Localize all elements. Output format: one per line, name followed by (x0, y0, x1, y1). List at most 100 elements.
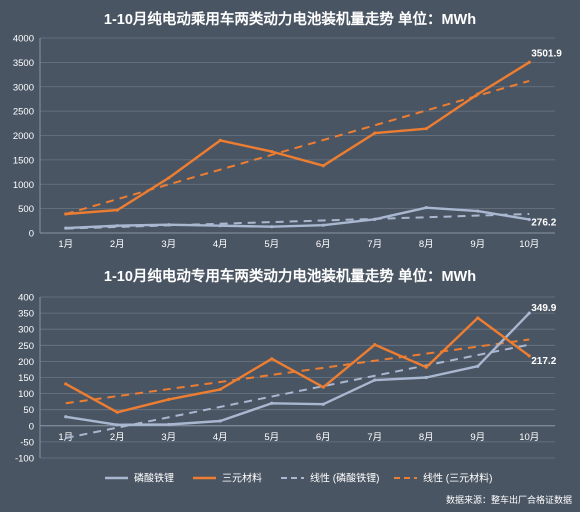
series-line-lfp (65, 206, 530, 230)
x-tick-label: 5月 (264, 239, 279, 250)
y-tick-label: 3000 (13, 82, 34, 93)
data-point-ternary (64, 212, 68, 216)
trendline-ternary (65, 79, 530, 215)
chart-special-vehicles: 1-10月纯电动专用车两类动力电池装机量走势 单位：MWh -100 -50 0 50… (15, 267, 557, 465)
x-tick-label: 3月 (161, 239, 176, 250)
data-source-note: 数据来源：整车出厂合格证数据 (446, 494, 572, 505)
y-tick-label: 2500 (13, 107, 34, 118)
y-tick-label: 400 (18, 293, 34, 304)
series-line-ternary (65, 61, 530, 216)
x-tick-label: 9月 (470, 432, 485, 443)
series-line-ternary (65, 316, 531, 414)
data-point-lfp (64, 226, 68, 230)
data-point-ternary (476, 92, 480, 96)
x-tick-label: 3月 (161, 432, 176, 443)
y-tick-label: 3500 (13, 58, 34, 69)
data-point-lfp (476, 209, 480, 213)
data-point-lfp (373, 378, 377, 382)
legend-item-lfp-trend: 线性 (磷酸铁锂) (281, 472, 379, 485)
end-value-label: 349.9 (531, 303, 556, 314)
data-point-lfp (167, 422, 171, 427)
data-point-ternary (167, 176, 171, 180)
data-point-lfp (167, 223, 171, 227)
y-tick-label: 2000 (13, 131, 34, 142)
data-point-lfp (321, 223, 325, 227)
x-tick-label: 2月 (110, 239, 125, 250)
x-tick-label: 7月 (367, 239, 382, 250)
data-point-lfp (321, 402, 325, 406)
chart-title: 1-10月纯电动乘用车两类动力电池装机量走势 单位：MWh (104, 10, 476, 28)
y-tick-label: 500 (18, 204, 34, 215)
x-tick-label: 7月 (367, 432, 382, 443)
legend-item-ternary: 三元材料 (193, 472, 262, 485)
x-tick-label: 6月 (316, 239, 331, 250)
data-point-ternary (64, 382, 68, 386)
y-tick-label: 4000 (13, 34, 34, 45)
data-point-lfp (270, 225, 274, 229)
legend-label-ternary-trend: 线性 (三元材料) (423, 472, 492, 485)
trendline-ternary (65, 338, 530, 405)
x-tick-label: 10月 (519, 432, 539, 443)
legend-label-lfp-trend: 线性 (磷酸铁锂) (310, 472, 379, 485)
data-point-ternary (424, 365, 428, 369)
data-point-ternary (527, 60, 531, 64)
data-point-ternary (218, 138, 222, 142)
data-point-lfp (115, 423, 119, 427)
x-tick-label: 4月 (213, 432, 228, 443)
y-tick-label: 300 (18, 325, 34, 336)
y-tick-label: 1000 (13, 180, 34, 191)
y-tick-label: 50 (23, 405, 34, 416)
y-tick-label: 250 (18, 341, 34, 352)
y-tick-label: -100 (15, 454, 34, 465)
data-point-lfp (424, 206, 428, 210)
data-point-ternary (373, 343, 377, 347)
data-point-ternary (321, 164, 325, 168)
y-tick-label: 350 (18, 309, 34, 320)
data-point-lfp (373, 217, 377, 221)
series-line-lfp (65, 312, 531, 426)
data-point-ternary (167, 397, 171, 401)
legend-label-lfp: 磷酸铁锂 (134, 472, 174, 485)
legend-item-ternary-trend: 线性 (三元材料) (394, 472, 492, 485)
data-point-lfp (64, 415, 68, 419)
y-tick-label: 150 (18, 373, 34, 384)
data-point-ternary (115, 208, 119, 212)
end-value-label: 276.2 (531, 218, 556, 229)
data-point-ternary (373, 131, 377, 135)
x-tick-label: 4月 (213, 239, 228, 250)
data-point-ternary (476, 316, 480, 320)
y-tick-label: 0 (29, 421, 34, 432)
y-tick-label: 100 (18, 389, 34, 400)
data-point-lfp (115, 224, 119, 228)
x-tick-label: 1月 (58, 239, 73, 250)
y-tick-label: 200 (18, 357, 34, 368)
x-tick-label: 2月 (110, 432, 125, 443)
y-tick-label: -50 (20, 437, 34, 448)
data-point-lfp (527, 217, 531, 222)
legend-label-ternary: 三元材料 (222, 472, 262, 485)
y-tick-label: 0 (29, 229, 34, 240)
data-point-ternary (527, 354, 531, 358)
x-tick-label: 6月 (316, 432, 331, 443)
data-point-ternary (270, 149, 274, 154)
legend: 磷酸铁锂 三元材料 线性 (磷酸铁锂) 线性 (三元材料) (105, 472, 492, 485)
data-point-ternary (115, 410, 119, 414)
x-tick-label: 10月 (519, 239, 539, 250)
chart-passenger-vehicles: 1-10月纯电动乘用车两类动力电池装机量走势 单位：MWh 0 500 1000 15… (13, 10, 562, 250)
data-point-ternary (270, 357, 274, 361)
x-tick-label: 8月 (419, 432, 434, 443)
data-point-ternary (218, 387, 222, 392)
legend-item-lfp: 磷酸铁锂 (105, 472, 174, 485)
data-point-lfp (527, 311, 531, 315)
trendline-lfp (65, 343, 530, 440)
data-point-lfp (218, 224, 222, 228)
x-tick-label: 5月 (264, 432, 279, 443)
data-point-ternary (321, 385, 325, 389)
data-point-lfp (476, 364, 480, 368)
x-tick-label: 9月 (470, 239, 485, 250)
data-point-lfp (270, 401, 274, 405)
data-point-lfp (424, 375, 428, 380)
end-value-label: 217.2 (531, 356, 556, 367)
end-value-label: 3501.9 (531, 48, 562, 59)
